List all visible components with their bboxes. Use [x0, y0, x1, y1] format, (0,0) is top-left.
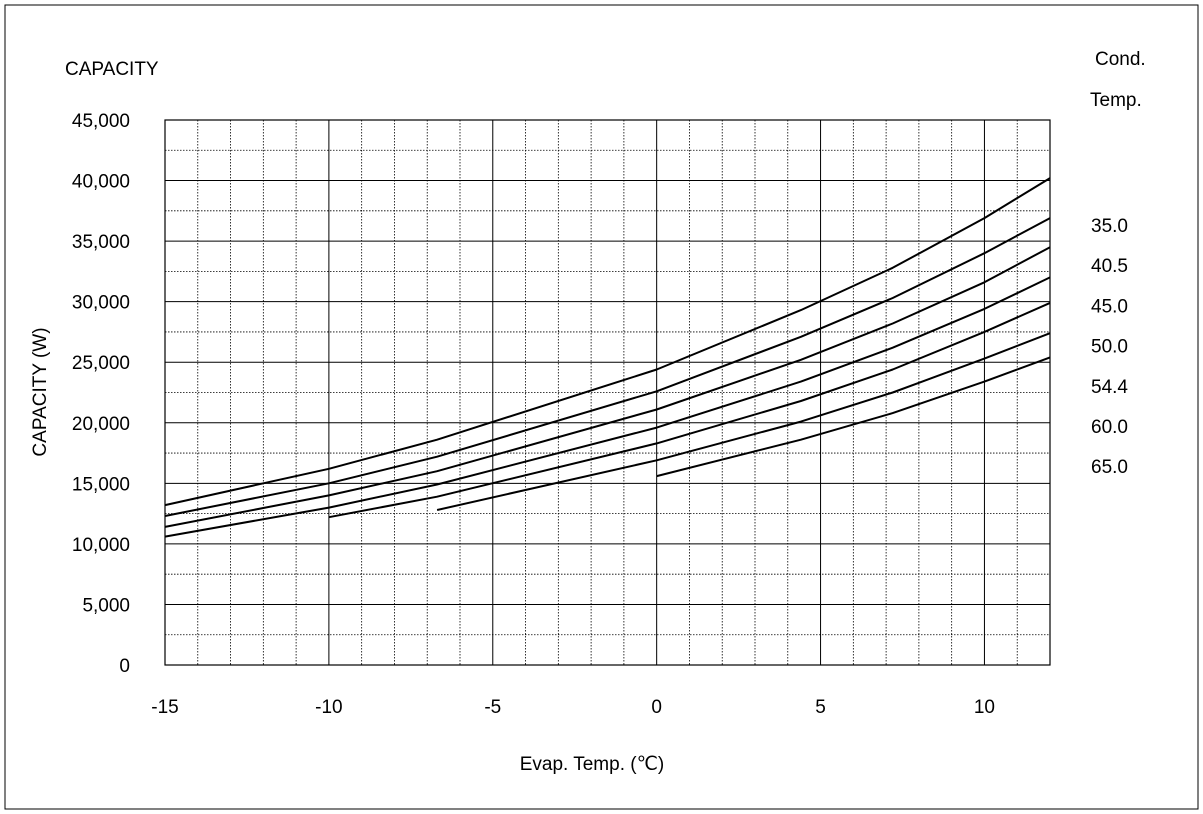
legend-title-line2: Temp. [1090, 90, 1142, 111]
y-axis-title: CAPACITY (W) [30, 327, 51, 456]
x-axis-title: Evap. Temp. (℃) [520, 754, 665, 775]
y-tick-label: 20,000 [72, 414, 130, 435]
plot-area-border [164, 119, 1051, 666]
y-tick-label: 35,000 [72, 232, 130, 253]
x-tick-label: 0 [651, 697, 662, 718]
x-tick-labels: -15 -10 -5 0 5 10 [151, 697, 995, 718]
y-tick-label: 30,000 [72, 293, 130, 314]
legend-label: 45.0 [1091, 296, 1128, 317]
x-tick-label: 5 [815, 697, 826, 718]
series-line-50-0 [164, 276, 1051, 538]
series-line-54-4 [328, 301, 1051, 519]
series-line-65-0 [656, 356, 1051, 478]
legend-label: 35.0 [1091, 216, 1128, 237]
x-tick-label: -5 [484, 697, 501, 718]
legend-label: 54.4 [1091, 377, 1128, 398]
legend-label: 65.0 [1091, 457, 1128, 478]
legend: 35.0 40.5 45.0 50.0 54.4 60.0 65.0 [1091, 216, 1128, 478]
legend-label: 50.0 [1091, 337, 1128, 358]
y-tick-label: 10,000 [72, 535, 130, 556]
legend-title-line1: Cond. [1095, 49, 1146, 70]
series-line-60-0 [436, 332, 1051, 511]
y-tick-labels: 0 5,000 10,000 15,000 20,000 25,000 30,000 35,0… [72, 111, 130, 677]
legend-label: 40.5 [1091, 256, 1128, 277]
chart-title: CAPACITY [65, 59, 159, 80]
y-tick-label: 40,000 [72, 172, 130, 193]
y-tick-label: 25,000 [72, 353, 130, 374]
series-line-40-5 [164, 217, 1051, 517]
series-line-45-0 [164, 246, 1051, 528]
series-lines [164, 177, 1051, 538]
y-tick-label: 0 [119, 656, 130, 677]
y-tick-label: 45,000 [72, 111, 130, 132]
y-tick-label: 15,000 [72, 474, 130, 495]
x-tick-label: -15 [151, 697, 178, 718]
legend-label: 60.0 [1091, 417, 1128, 438]
y-tick-label: 5,000 [82, 595, 130, 616]
grid-layer [165, 120, 1050, 665]
x-tick-label: -10 [315, 697, 342, 718]
x-tick-label: 10 [974, 697, 995, 718]
series-line-35-0 [164, 177, 1051, 507]
